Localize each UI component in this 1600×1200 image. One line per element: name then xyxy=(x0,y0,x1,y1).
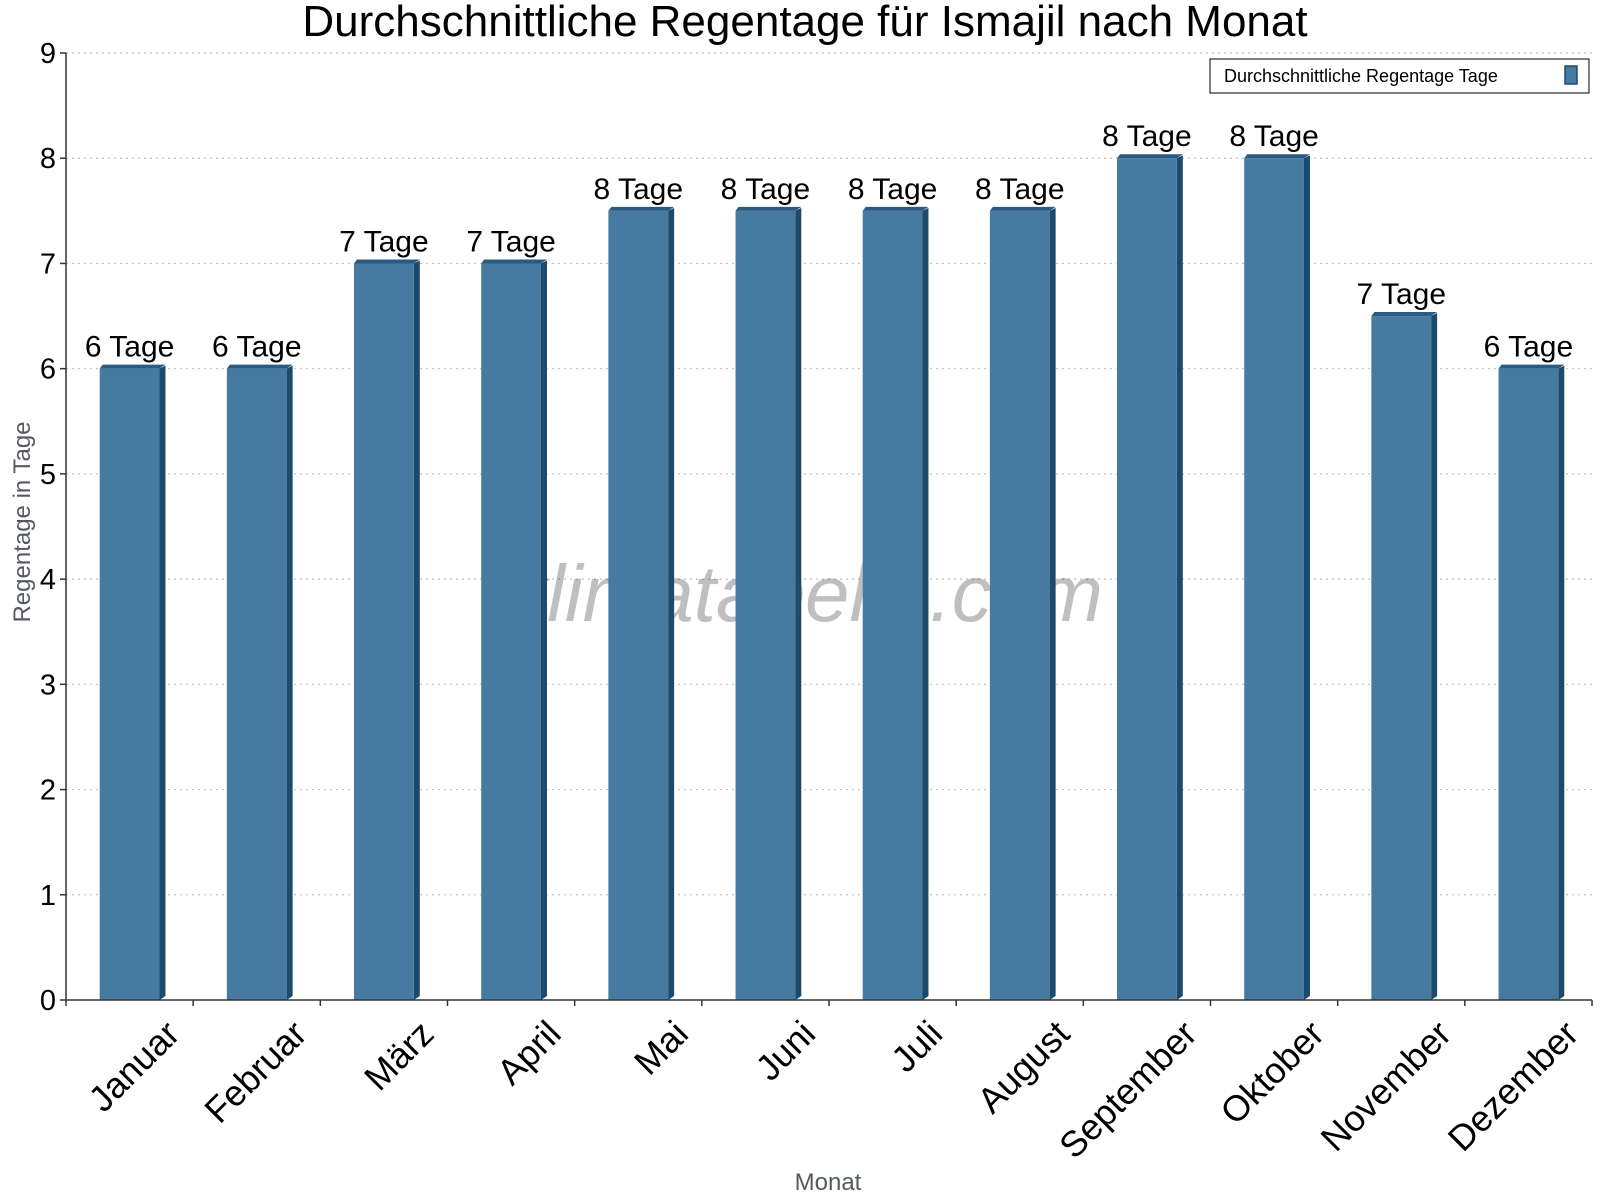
data-label: 8 Tage xyxy=(1229,120,1319,153)
x-axis-title: Monat xyxy=(795,1169,862,1196)
bar xyxy=(1117,158,1177,1000)
bar xyxy=(989,210,1050,1001)
bar-top xyxy=(354,259,420,264)
x-tick-label: Januar xyxy=(80,1013,187,1120)
data-label: 8 Tage xyxy=(975,173,1065,206)
bars xyxy=(99,154,1565,1001)
bar xyxy=(354,263,414,1000)
x-tick-label: Juli xyxy=(883,1013,950,1080)
y-tick-label: 5 xyxy=(40,459,56,491)
bar-top xyxy=(481,259,547,264)
bar-top xyxy=(1498,364,1565,369)
bar-side xyxy=(1558,365,1565,1001)
x-tick-label: März xyxy=(356,1013,442,1099)
x-tick-label: September xyxy=(1051,1013,1205,1167)
bar xyxy=(1498,368,1559,1001)
data-label: 8 Tage xyxy=(593,173,683,206)
bar-side xyxy=(159,365,166,1001)
bar xyxy=(735,210,796,1001)
legend: Durchschnittliche Regentage Tage xyxy=(1209,58,1590,94)
bar-top xyxy=(735,206,802,211)
bar xyxy=(862,210,923,1001)
data-label: 8 Tage xyxy=(721,173,811,206)
y-tick-label: 7 xyxy=(40,248,56,280)
chart-title: Durchschnittliche Regentage für Ismajil … xyxy=(302,0,1307,46)
y-tick-label: 9 xyxy=(40,38,56,70)
y-tick-labels: 0 1 2 3 4 5 6 7 8 9 xyxy=(40,38,56,1017)
y-tick-label: 0 xyxy=(40,985,56,1017)
data-label: 7 Tage xyxy=(339,225,429,258)
bar xyxy=(608,210,669,1001)
bar-top xyxy=(226,364,293,369)
data-label: 6 Tage xyxy=(212,331,302,364)
legend-swatch xyxy=(1564,65,1578,85)
x-tick-label: Mai xyxy=(626,1013,696,1083)
x-tick-label: Dezember xyxy=(1440,1013,1586,1159)
data-labels: 6 Tage 6 Tage 7 Tage 7 Tage 8 Tage 8 Tage 8 Ta… xyxy=(85,120,1573,363)
bar-top xyxy=(1117,154,1183,159)
data-label: 8 Tage xyxy=(1102,120,1192,153)
x-tick-label: April xyxy=(489,1013,569,1093)
y-tick-label: 2 xyxy=(40,775,56,807)
data-label: 6 Tage xyxy=(1484,331,1574,364)
y-tick-label: 3 xyxy=(40,669,56,701)
x-tick-label: Februar xyxy=(196,1013,314,1131)
bar-side xyxy=(1303,155,1310,1000)
x-tick-label: November xyxy=(1312,1013,1458,1159)
bar-top xyxy=(862,206,929,211)
bar-top xyxy=(1371,312,1438,317)
x-tick-label: August xyxy=(969,1013,1077,1121)
bar-side xyxy=(1176,155,1183,1000)
legend-label: Durchschnittliche Regentage Tage xyxy=(1224,66,1498,86)
y-axis-title: Regentage in Tage xyxy=(9,421,36,622)
x-tick-label: Juni xyxy=(747,1013,823,1089)
y-tick-label: 1 xyxy=(40,880,56,912)
bar xyxy=(481,263,541,1000)
bar-top xyxy=(989,206,1056,211)
bar-side xyxy=(922,207,929,1001)
y-tick-label: 8 xyxy=(40,143,56,175)
y-tick-label: 6 xyxy=(40,354,56,386)
data-label: 8 Tage xyxy=(848,173,938,206)
data-label: 6 Tage xyxy=(85,331,175,364)
bar-top xyxy=(1244,154,1310,159)
bar-top xyxy=(608,206,675,211)
bar-side xyxy=(795,207,802,1001)
bar-side xyxy=(1431,313,1438,1000)
bar xyxy=(1371,316,1432,1000)
bar xyxy=(226,368,287,1001)
y-tick-label: 4 xyxy=(40,564,56,596)
data-label: 7 Tage xyxy=(1356,278,1446,311)
bar-side xyxy=(668,207,675,1001)
axes xyxy=(65,53,1593,1006)
bar-top xyxy=(99,364,166,369)
bar xyxy=(99,368,160,1001)
bar-side xyxy=(1049,207,1056,1001)
bar-side xyxy=(286,365,293,1001)
bar xyxy=(1244,158,1304,1000)
x-tick-labels: Januar Februar März April Mai Juni Juli AugustS… xyxy=(80,1013,1586,1167)
legend-box xyxy=(1209,58,1590,94)
gridlines xyxy=(60,52,1592,1001)
bar-side xyxy=(540,260,547,1000)
data-label: 7 Tage xyxy=(466,225,556,258)
bar-side xyxy=(413,260,420,1000)
x-tick-label: Oktober xyxy=(1212,1013,1332,1133)
